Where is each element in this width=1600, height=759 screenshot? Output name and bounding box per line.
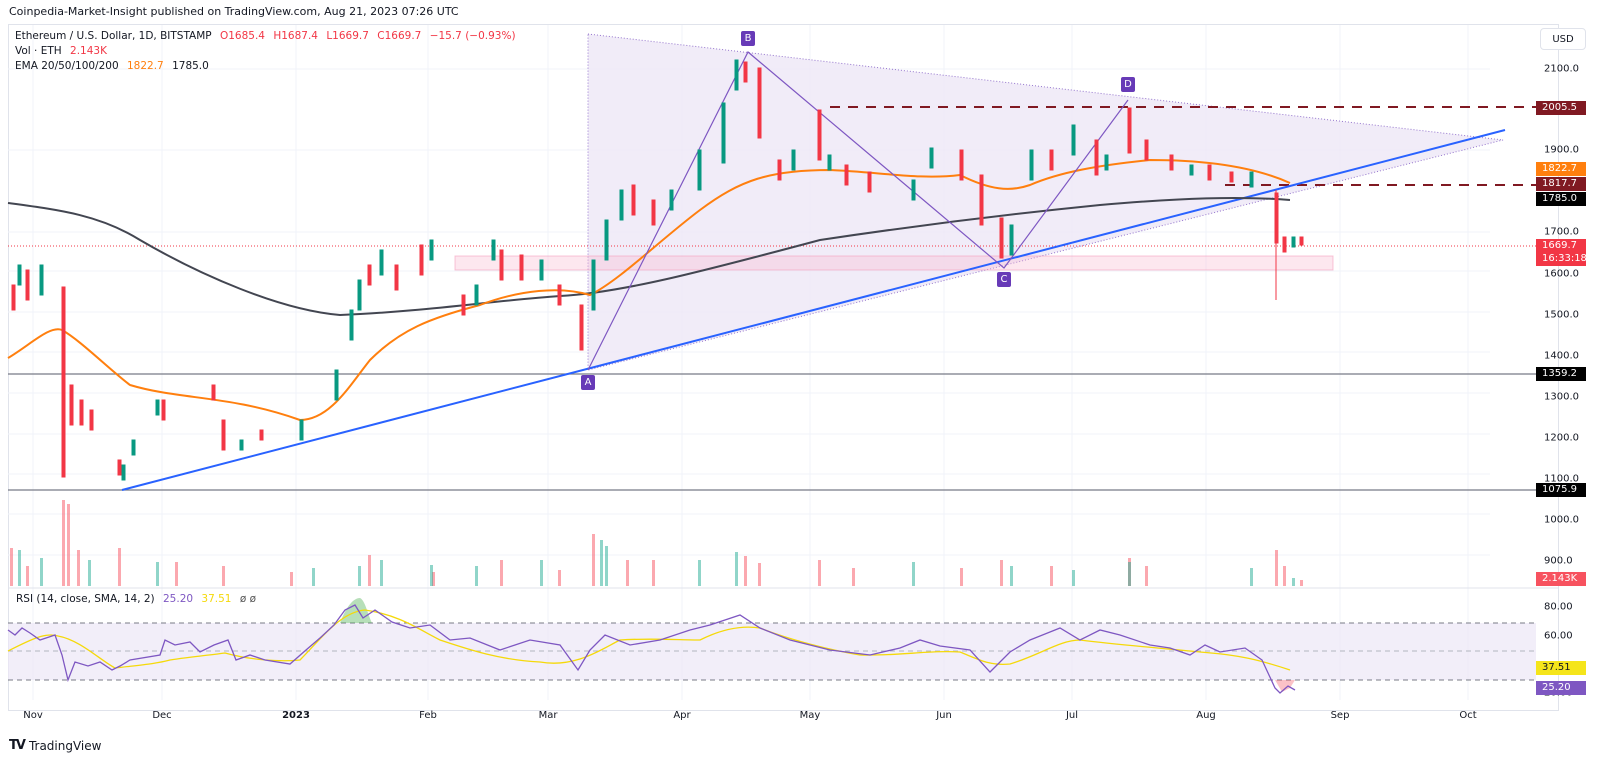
ascending-trendline: [121, 129, 1506, 491]
open-value: O1685.4: [219, 30, 265, 42]
price-tick: 1000.0: [1544, 514, 1579, 526]
time-tick: Oct: [1459, 710, 1477, 721]
price-tick: 1500.0: [1544, 309, 1579, 321]
price-tick: 1900.0: [1544, 144, 1579, 156]
volume-value: 2.143K: [70, 45, 107, 57]
triangle-pattern-shape: [587, 33, 1504, 371]
rsi-tick: 80.00: [1544, 601, 1573, 613]
symbol-title[interactable]: Ethereum / U.S. Dollar, 1D, BITSTAMP: [15, 30, 212, 42]
time-tick: Mar: [538, 710, 558, 721]
change-value: −15.7 (−0.93%): [429, 30, 516, 42]
time-tick: Nov: [23, 710, 43, 721]
rsi-oversold-fill: [1275, 680, 1295, 692]
time-tick: Jul: [1065, 710, 1079, 721]
price-tick: 1100.0: [1544, 473, 1579, 485]
pattern-point-a[interactable]: A: [581, 375, 595, 390]
chart-legend: Ethereum / U.S. Dollar, 1D, BITSTAMP O16…: [15, 29, 516, 74]
time-tick: Sep: [1330, 710, 1350, 721]
candlesticks: [11, 59, 1304, 481]
pattern-point-b[interactable]: B: [741, 31, 755, 46]
tradingview-brand: TradingView: [28, 738, 102, 753]
rsi-tick: 60.00: [1544, 630, 1573, 642]
ema-200-line: [7, 196, 1291, 317]
rsi-sma-value: 37.51: [201, 593, 232, 605]
countdown-badge: 16:33:18: [1536, 252, 1587, 266]
time-tick: Apr: [673, 710, 691, 721]
ema50-value: 1822.7: [126, 60, 164, 72]
level-badge-1075: 1075.9: [1536, 483, 1586, 497]
tradingview-logo[interactable]: TV TradingView: [9, 738, 101, 753]
time-tick: Dec: [152, 710, 172, 721]
level-badge-2005: 2005.5: [1536, 101, 1586, 115]
level-badge-1817: 1817.7: [1536, 177, 1586, 191]
rsi-legend: RSI (14, close, SMA, 14, 2) 25.20 37.51 …: [16, 593, 256, 605]
rsi-sma-line: [7, 609, 1291, 671]
publisher-line: Coinpedia-Market-Insight published on Tr…: [9, 5, 459, 18]
volume-badge: 2.143K: [1536, 572, 1586, 586]
price-tick: 2100.0: [1544, 63, 1579, 75]
price-tick: 900.0: [1544, 555, 1573, 567]
price-tick: 1400.0: [1544, 350, 1579, 362]
price-tick: 1600.0: [1544, 268, 1579, 280]
price-tick: 1300.0: [1544, 391, 1579, 403]
rsi-sma-badge: 37.51: [1536, 661, 1586, 675]
tradingview-logo-icon: TV: [9, 738, 26, 753]
symbol-row: Ethereum / U.S. Dollar, 1D, BITSTAMP O16…: [15, 29, 516, 44]
price-tick: 1200.0: [1544, 432, 1579, 444]
time-tick: Jun: [936, 710, 952, 721]
pattern-point-c[interactable]: C: [997, 272, 1011, 287]
level-badge-1359: 1359.2: [1536, 367, 1586, 381]
rsi-value-badge: 25.20: [1536, 681, 1586, 695]
rsi-label[interactable]: RSI (14, close, SMA, 14, 2): [16, 593, 155, 605]
high-value: H1687.4: [273, 30, 318, 42]
demand-zone: [454, 255, 1334, 271]
rsi-extra: ø ø: [239, 593, 256, 605]
time-tick: May: [799, 710, 821, 721]
rsi-line: [7, 604, 1296, 694]
abcd-zigzag: [587, 51, 1129, 371]
time-tick: Feb: [419, 710, 437, 721]
current-price-badge: 1669.7: [1536, 239, 1586, 253]
low-value: L1669.7: [326, 30, 369, 42]
ema50-badge: 1822.7: [1536, 162, 1586, 176]
time-tick: 2023: [282, 710, 310, 721]
currency-button[interactable]: USD: [1540, 28, 1586, 50]
ema200-badge: 1785.0: [1536, 192, 1586, 206]
close-value: C1669.7: [377, 30, 422, 42]
rsi-value: 25.20: [163, 593, 194, 605]
ema-label[interactable]: EMA 20/50/100/200: [15, 60, 119, 72]
price-tick: 1700.0: [1544, 226, 1579, 238]
pattern-point-d[interactable]: D: [1121, 77, 1135, 92]
ema-row: EMA 20/50/100/200 1822.7 1785.0: [15, 59, 516, 74]
volume-label[interactable]: Vol · ETH: [15, 45, 62, 57]
volume-bars: [10, 500, 1303, 586]
ema200-value: 1785.0: [172, 60, 209, 72]
time-tick: Aug: [1196, 710, 1216, 721]
volume-row: Vol · ETH 2.143K: [15, 44, 516, 59]
